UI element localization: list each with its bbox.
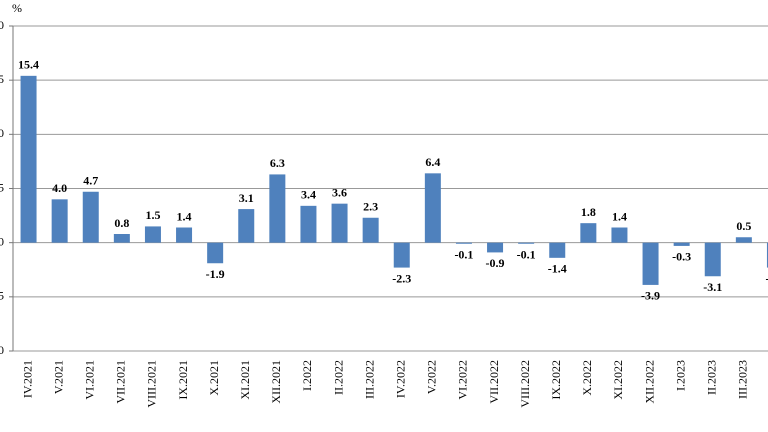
- x-tick-label: VII.2021: [114, 360, 128, 404]
- value-label: -3.9: [641, 289, 660, 303]
- bar: [580, 223, 597, 243]
- value-label: -2.3: [765, 271, 768, 285]
- bar: [207, 242, 224, 264]
- bar: [766, 242, 768, 268]
- value-label: 4.0: [52, 181, 67, 195]
- value-label: 3.1: [239, 191, 254, 205]
- value-label: 1.5: [145, 208, 160, 222]
- y-tick-label: -5: [0, 289, 4, 303]
- bar: [487, 242, 504, 253]
- value-label: 15.4: [18, 58, 39, 72]
- bar: [424, 173, 441, 243]
- x-tick-label: VIII.2022: [518, 360, 532, 408]
- bar: [51, 199, 68, 243]
- bar: [300, 205, 317, 243]
- bar: [269, 174, 286, 243]
- y-tick-label: 5: [0, 180, 4, 194]
- y-tick-label: 15: [0, 72, 4, 86]
- x-tick-label: XII.2022: [642, 360, 656, 404]
- x-tick-label: II.2022: [331, 360, 345, 395]
- bar: [20, 75, 37, 243]
- bar: [549, 242, 566, 258]
- value-label: 4.7: [83, 174, 98, 188]
- x-tick-label: VI.2021: [83, 360, 97, 400]
- x-tick-label: V.2021: [51, 360, 65, 394]
- x-tick-label: VIII.2021: [145, 360, 159, 408]
- x-tick-label: IV.2023: [767, 360, 768, 398]
- bar: [673, 242, 690, 246]
- x-tick-label: VII.2022: [487, 360, 501, 404]
- x-tick-label: IX.2021: [176, 360, 190, 400]
- bar: [82, 191, 99, 243]
- x-tick-label: II.2023: [705, 360, 719, 395]
- value-label: -1.4: [548, 262, 567, 276]
- value-label: 0.8: [114, 216, 129, 230]
- x-tick-label: I.2022: [300, 360, 314, 391]
- value-label: -3.1: [703, 280, 722, 294]
- value-label: 2.3: [363, 200, 378, 214]
- x-tick-label: V.2022: [425, 360, 439, 394]
- value-label: 6.4: [425, 155, 440, 169]
- x-tick-label: III.2022: [362, 360, 376, 399]
- value-label: 6.3: [270, 156, 285, 170]
- x-tick-label: XI.2021: [238, 360, 252, 400]
- x-tick-label: VI.2022: [456, 360, 470, 400]
- value-label: 0.5: [736, 219, 751, 233]
- x-tick-label: IX.2022: [549, 360, 563, 400]
- value-label: 1.4: [612, 209, 627, 223]
- bar: [176, 227, 193, 243]
- bar: [735, 237, 752, 243]
- value-label: 1.8: [581, 205, 596, 219]
- bar: [238, 209, 255, 243]
- bar: [518, 242, 535, 244]
- value-label: 3.4: [301, 188, 316, 202]
- y-tick-label: 20: [0, 18, 4, 32]
- value-label: -0.1: [517, 248, 536, 262]
- x-tick-label: I.2023: [673, 360, 687, 391]
- value-label: -0.9: [486, 256, 505, 270]
- y-tick-label: -10: [0, 343, 4, 357]
- value-label: -0.1: [454, 248, 473, 262]
- bar: [611, 227, 628, 243]
- x-tick-label: IV.2022: [394, 360, 408, 398]
- bar: [113, 234, 130, 243]
- value-label: -2.3: [392, 271, 411, 285]
- y-tick-label: 0: [0, 234, 4, 248]
- bar: [144, 226, 161, 243]
- x-tick-label: IV.2021: [20, 360, 34, 398]
- x-tick-label: III.2023: [736, 360, 750, 399]
- value-label: -1.9: [206, 267, 225, 281]
- y-tick-label: 10: [0, 126, 4, 140]
- bar: [362, 217, 379, 243]
- x-tick-label: X.2021: [207, 360, 221, 396]
- x-tick-label: XI.2022: [611, 360, 625, 400]
- bar: [704, 242, 721, 277]
- bar: [331, 203, 348, 243]
- bar: [642, 242, 659, 285]
- x-tick-label: XII.2021: [269, 360, 283, 404]
- x-tick-label: X.2022: [580, 360, 594, 396]
- value-label: -0.3: [672, 250, 691, 264]
- value-label: 1.4: [177, 209, 192, 223]
- bar: [455, 242, 472, 244]
- y-axis-label: %: [12, 1, 22, 15]
- value-label: 3.6: [332, 185, 347, 199]
- bar: [393, 242, 410, 268]
